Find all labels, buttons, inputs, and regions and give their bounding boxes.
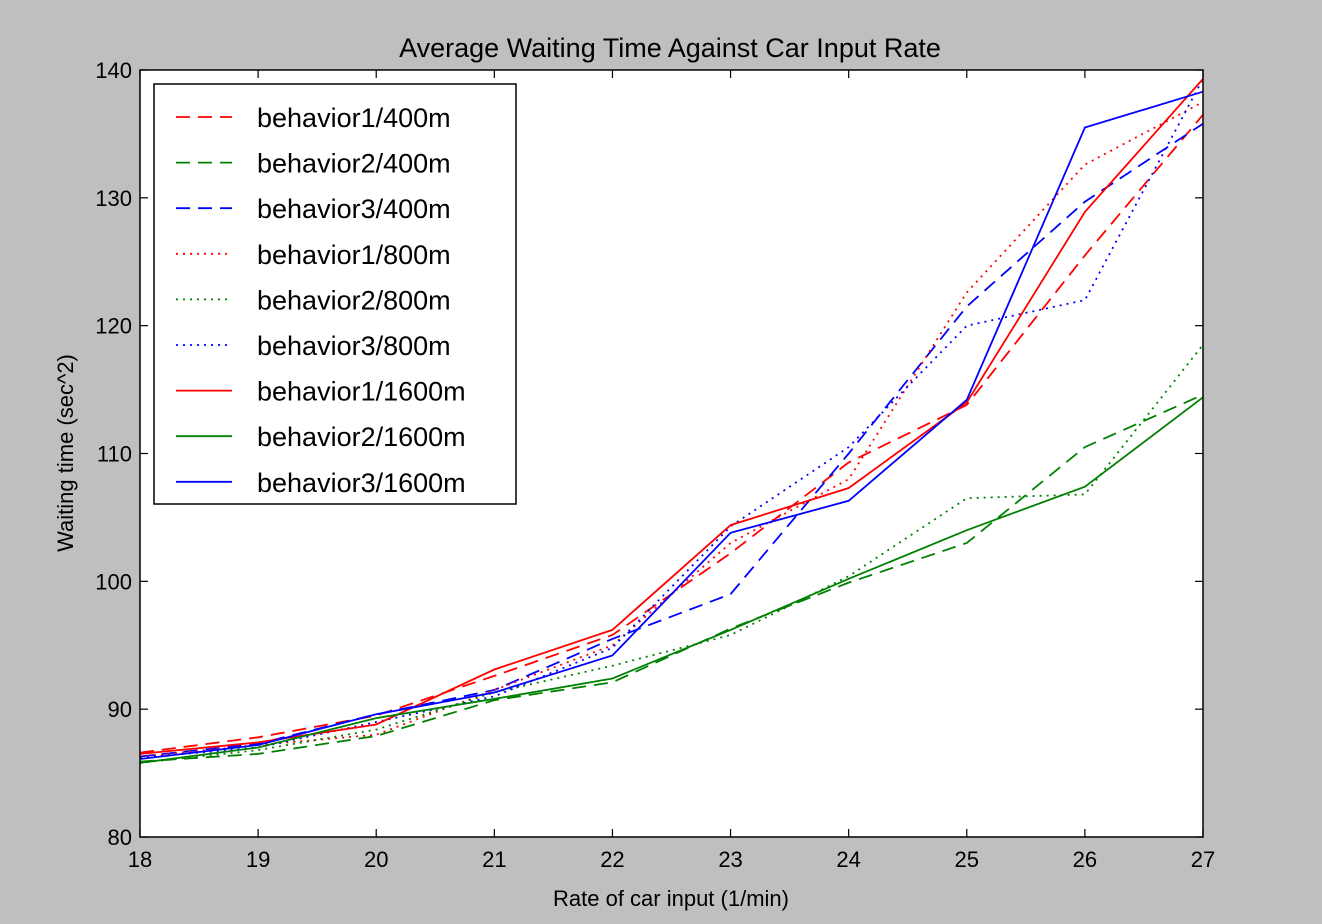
y-tick-label-2: 100 xyxy=(95,569,132,594)
y-tick-label-0: 80 xyxy=(108,825,132,850)
x-tick-label-9: 27 xyxy=(1191,847,1215,872)
legend-label-4: behavior2/800m xyxy=(257,285,451,315)
legend-label-8: behavior3/1600m xyxy=(257,468,466,498)
legend-label-7: behavior2/1600m xyxy=(257,422,466,452)
y-tick-label-5: 130 xyxy=(95,186,132,211)
x-tick-label-5: 23 xyxy=(718,847,742,872)
y-tick-label-3: 110 xyxy=(97,442,132,467)
x-tick-label-0: 18 xyxy=(128,847,152,872)
legend-label-5: behavior3/800m xyxy=(257,331,451,361)
series-line-1 xyxy=(139,393,1204,763)
x-tick-label-1: 19 xyxy=(246,847,270,872)
series-line-5 xyxy=(139,78,1204,759)
y-axis-label: Waiting time (sec^2) xyxy=(53,354,78,552)
series-line-4 xyxy=(139,344,1204,764)
chart-title: Average Waiting Time Against Car Input R… xyxy=(399,33,941,63)
legend-label-2: behavior3/400m xyxy=(257,194,451,224)
x-axis-label: Rate of car input (1/min) xyxy=(553,886,789,911)
x-tick-label-4: 22 xyxy=(600,847,624,872)
series-layer xyxy=(139,78,1204,764)
legend-box xyxy=(153,83,517,505)
legend-label-3: behavior1/800m xyxy=(257,240,451,270)
x-tick-label-3: 21 xyxy=(482,847,506,872)
x-tick-label-6: 24 xyxy=(836,847,860,872)
legend: behavior1/400m behavior2/400m behavior3/40… xyxy=(153,83,517,505)
y-tick-label-4: 120 xyxy=(95,314,132,339)
legend-label-6: behavior1/1600m xyxy=(257,377,466,407)
y-tick-label-6: 140 xyxy=(95,58,132,83)
legend-label-1: behavior2/400m xyxy=(257,149,451,179)
ticks-layer: 18 19 20 21 22 23 24 25 26 27 80 90 100 110 120 130 140 xyxy=(95,58,1215,872)
legend-label-0: behavior1/400m xyxy=(257,103,451,133)
x-tick-label-7: 25 xyxy=(955,847,979,872)
x-tick-label-2: 20 xyxy=(364,847,388,872)
series-line-7 xyxy=(139,396,1204,764)
y-tick-label-1: 90 xyxy=(108,697,132,722)
x-tick-label-8: 26 xyxy=(1073,847,1097,872)
series-line-8 xyxy=(139,90,1204,760)
